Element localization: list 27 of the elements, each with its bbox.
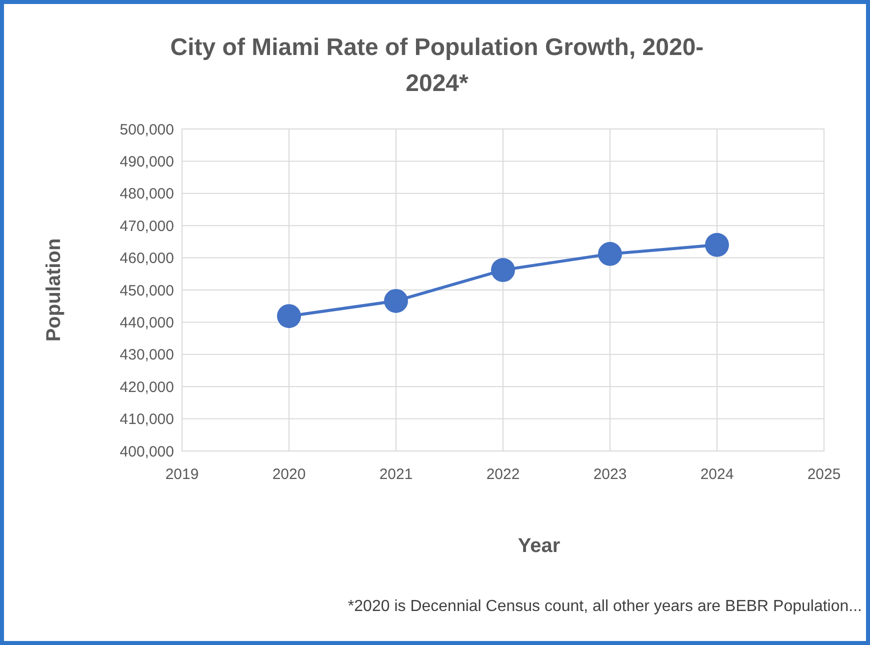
y-tick-label: 440,000 bbox=[120, 314, 174, 332]
y-tick-label: 400,000 bbox=[120, 443, 174, 460]
point bbox=[277, 304, 301, 328]
y-tick-label: 500,000 bbox=[120, 121, 174, 138]
x-tick-label: 2021 bbox=[379, 466, 413, 483]
y-tick-label: 430,000 bbox=[120, 346, 174, 364]
point bbox=[598, 242, 622, 266]
y-axis-title: Population bbox=[43, 238, 65, 342]
y-tick-label: 450,000 bbox=[120, 282, 174, 300]
text: *2020 is Decennial Census count, all other years are BEBR Population... bbox=[348, 598, 862, 615]
x-tick-label: 2025 bbox=[807, 466, 841, 483]
point bbox=[384, 288, 408, 313]
x-tick-label: 2023 bbox=[593, 466, 627, 483]
y-tick-label: 420,000 bbox=[120, 378, 174, 396]
x-tick-label: 2020 bbox=[272, 466, 306, 483]
point bbox=[705, 232, 729, 257]
x-tick-label: 2019 bbox=[165, 466, 199, 483]
chart-title: City of Miami Rate of Population Growth, 2020-2024* bbox=[170, 34, 704, 97]
y-tick-label: 490,000 bbox=[120, 153, 174, 170]
point bbox=[491, 258, 515, 282]
y-tick-label: 410,000 bbox=[120, 411, 174, 428]
y-tick-label: 470,000 bbox=[120, 218, 174, 235]
x-tick-label: 2022 bbox=[486, 466, 520, 483]
x-axis-title: Year bbox=[518, 535, 560, 557]
y-tick-label: 460,000 bbox=[120, 250, 174, 268]
y-tick-label: 480,000 bbox=[120, 186, 174, 203]
x-tick-label: 2024 bbox=[700, 466, 734, 483]
